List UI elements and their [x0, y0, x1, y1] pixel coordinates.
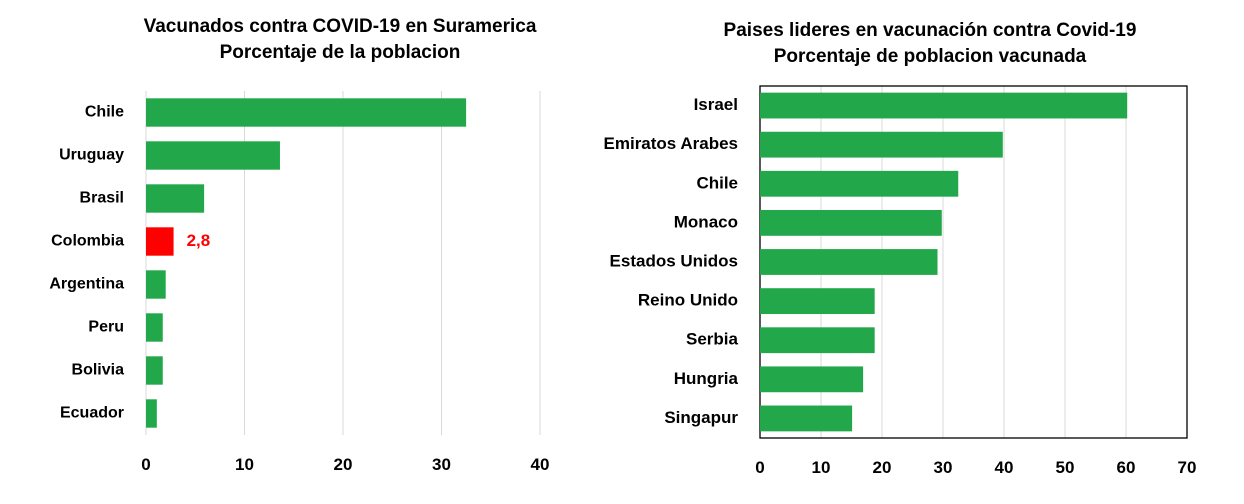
bar-bolivia: [146, 356, 163, 385]
bar-emiratos-arabes: [760, 131, 1003, 158]
x-tick-label: 0: [755, 458, 764, 477]
category-label: Reino Unido: [638, 291, 738, 310]
bar-serbia: [760, 327, 875, 354]
bar-chile: [760, 170, 959, 197]
x-tick-label: 50: [1056, 458, 1075, 477]
chart-suramerica: Vacunados contra COVID-19 en Suramerica …: [0, 0, 600, 504]
bar-chart-svg: Chile Uruguay Brasil Colombia 2,8 Argentina Pe…: [49, 91, 550, 474]
x-tick-label: 40: [531, 455, 550, 474]
category-label: Peru: [88, 319, 124, 336]
category-label: Argentina: [49, 276, 124, 293]
title-line: Paises lideres en vacunación contra Covi…: [723, 20, 1137, 41]
category-label: Chile: [696, 173, 738, 192]
category-label: Bolivia: [72, 362, 125, 379]
category-label: Colombia: [51, 233, 124, 250]
category-label: Estados Unidos: [610, 251, 738, 270]
x-tick-label: 0: [141, 455, 150, 474]
bar-israel: [760, 92, 1128, 119]
x-tick-label: 70: [1178, 458, 1197, 477]
bar-chile: [146, 98, 467, 127]
bar-argentina: [146, 270, 166, 299]
x-tick-label: 30: [432, 455, 451, 474]
category-label: Emiratos Arabes: [604, 134, 738, 153]
bar-peru: [146, 313, 163, 342]
category-label: Chile: [85, 104, 124, 121]
bar-monaco: [760, 209, 942, 236]
title-line: Vacunados contra COVID-19 en Suramerica: [143, 16, 537, 37]
bar-hungria: [760, 366, 864, 393]
x-tick-label: 10: [812, 458, 831, 477]
bar-ecuador: [146, 399, 157, 428]
x-tick-label: 60: [1117, 458, 1136, 477]
x-tick-label: 20: [873, 458, 892, 477]
subtitle-line: Porcentaje de la poblacion: [219, 42, 461, 63]
bar-colombia: [146, 227, 174, 256]
x-tick-label: 40: [995, 458, 1014, 477]
bar-uruguay: [146, 141, 280, 170]
bar-brasil: [146, 184, 205, 213]
category-label: Hungria: [674, 369, 739, 388]
bar-singapur: [760, 405, 853, 432]
chart-lideres: Paises lideres en vacunación contra Covi…: [600, 0, 1244, 504]
bar-reino-unido: [760, 288, 875, 315]
data-label: 2,8: [187, 231, 211, 250]
category-label: Israel: [694, 95, 738, 114]
bar-estados-unidos: [760, 249, 938, 275]
category-label: Brasil: [80, 190, 124, 207]
x-tick-label: 10: [235, 455, 254, 474]
category-label: Monaco: [674, 212, 738, 231]
chart-title: Vacunados contra COVID-19 en Suramerica …: [140, 14, 540, 66]
bar-chart-svg: Israel Emiratos Arabes Chile Monaco Estados …: [604, 85, 1197, 477]
category-label: Serbia: [686, 330, 739, 349]
category-label: Ecuador: [60, 405, 124, 422]
category-label: Singapur: [664, 408, 738, 427]
category-label: Uruguay: [59, 147, 124, 164]
x-tick-label: 30: [934, 458, 953, 477]
x-tick-label: 20: [334, 455, 353, 474]
chart-title: Paises lideres en vacunación contra Covi…: [660, 18, 1200, 70]
subtitle-line: Porcentaje de poblacion vacunada: [773, 46, 1087, 67]
